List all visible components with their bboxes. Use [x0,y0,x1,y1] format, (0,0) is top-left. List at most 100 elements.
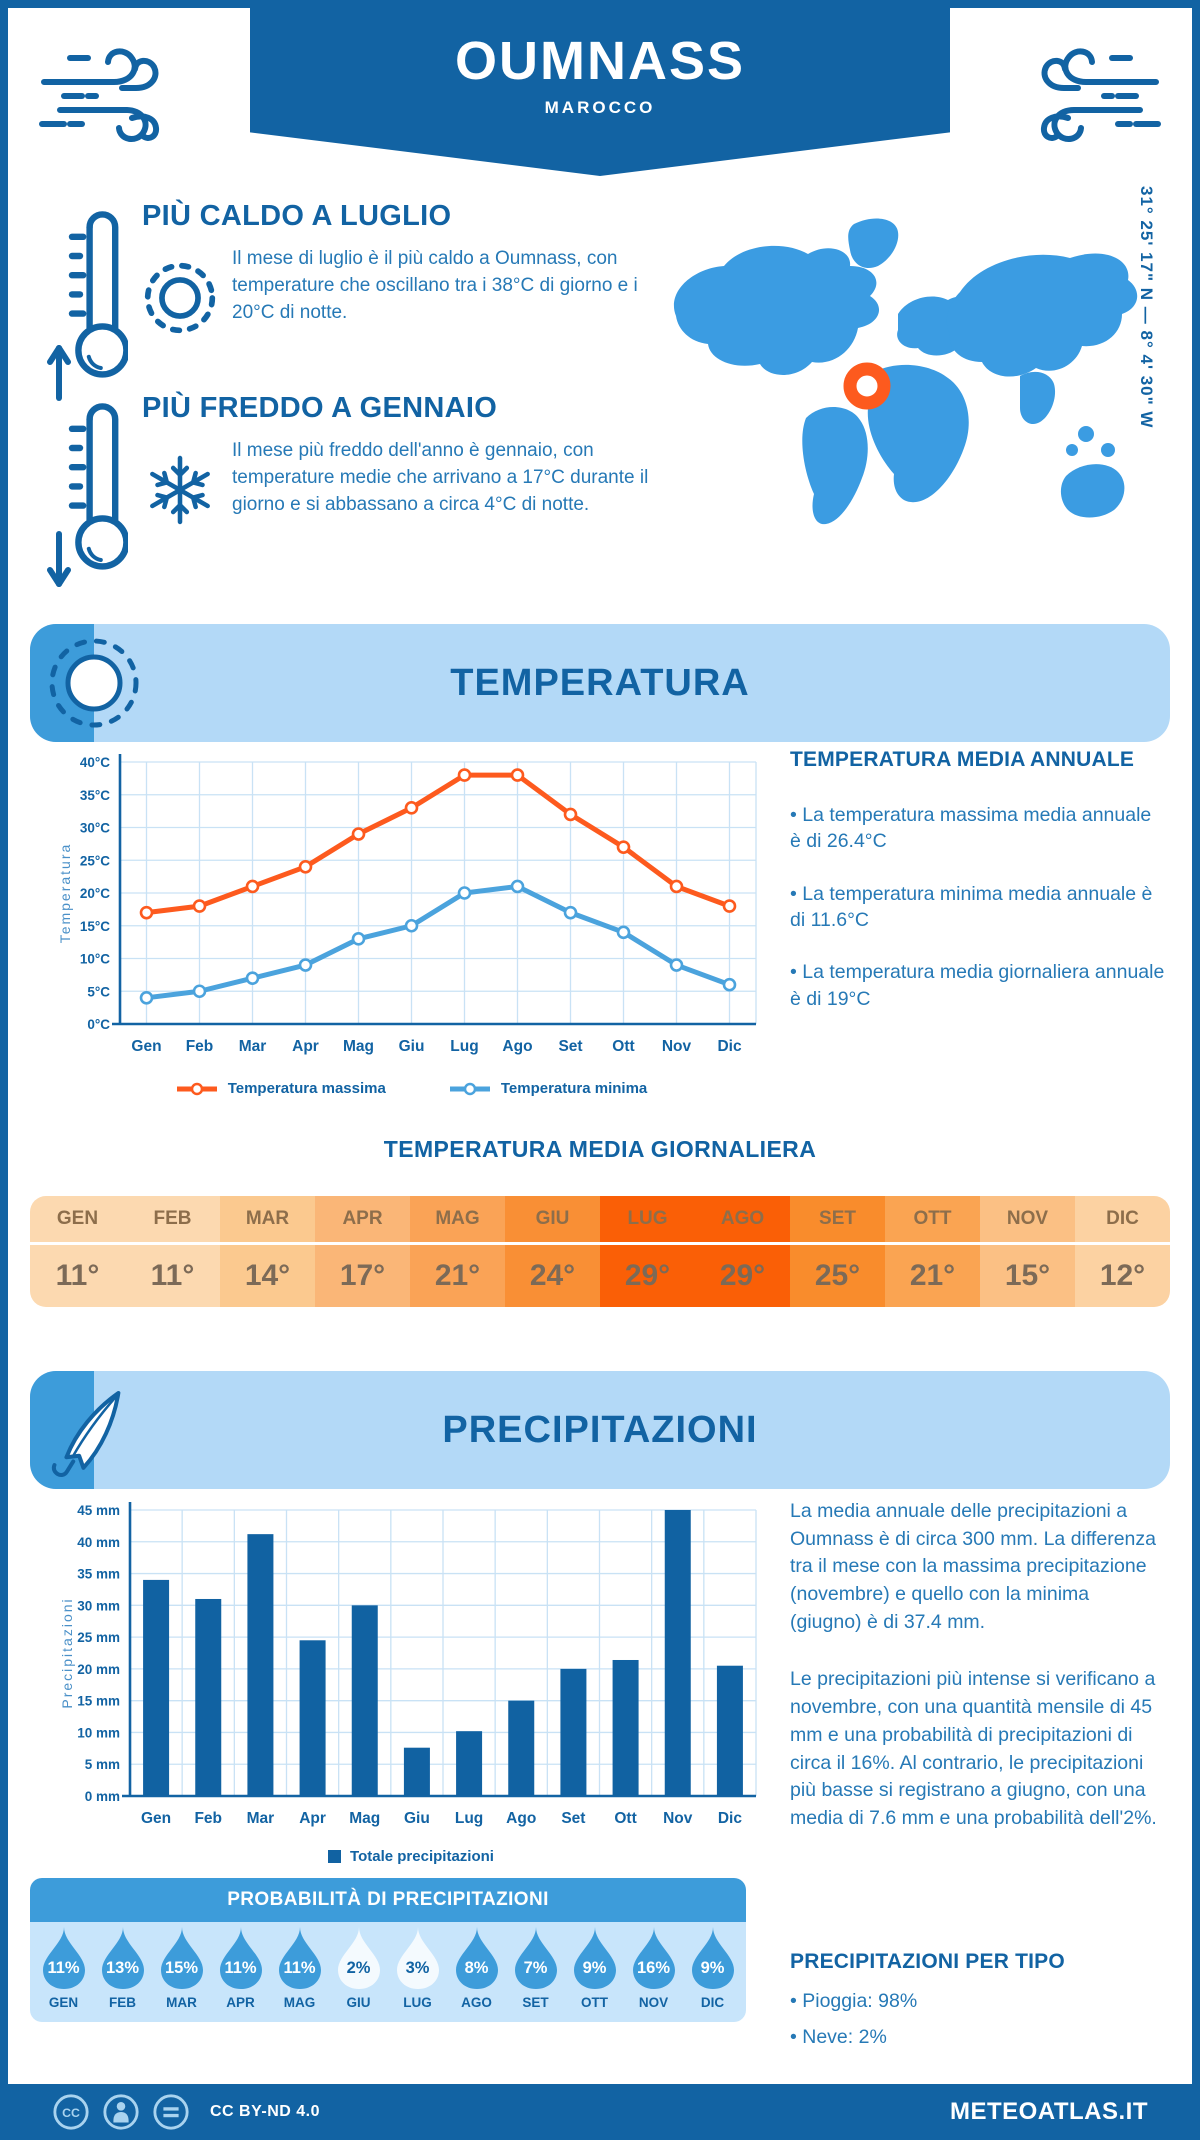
drop-percent: 9% [582,1959,607,1977]
month-value-cell: 21° [410,1245,505,1307]
drop-percent: 13% [105,1959,140,1977]
bar-Ott [612,1659,639,1796]
cold-title: PIÙ FREDDO A GENNAIO [142,392,498,424]
legend-min-label: Temperatura minima [500,1080,648,1097]
probability-drop: 15% MAR [152,1926,211,2010]
droplet-icon [514,1927,557,1989]
svg-text:Nov: Nov [663,1810,693,1827]
temperature-legend: Temperatura massima Temperatura minima [56,1080,766,1097]
thermometer-hot-icon [46,208,132,404]
svg-text:CC: CC [62,2106,80,2120]
svg-text:Ott: Ott [614,1810,636,1827]
legend-total-label: Totale precipitazioni [350,1848,494,1865]
svg-text:Set: Set [558,1038,582,1055]
cc-icon: CC [53,2094,89,2130]
month-value-cell: 29° [600,1245,695,1307]
annual-bullets: • La temperatura massima media annuale è… [790,802,1166,1012]
drop-month-label: DIC [700,1995,725,2010]
month-value-cell: 17° [315,1245,410,1307]
month-value-cell: 21° [885,1245,980,1307]
month-value-cell: 29° [695,1245,790,1307]
bar-Dic [716,1665,743,1796]
month-value-row: 11° 11° 14° 17° 21° 24° 29° 29° 25° 21° 15° 12° [30,1245,1170,1307]
month-header-cell: FEB [125,1196,220,1242]
footer: CC CC BY-ND 4.0 METEOATLAS.IT [8,2084,1192,2140]
svg-text:Mag: Mag [349,1810,380,1827]
svg-text:5°C: 5°C [87,984,110,999]
bar-Feb [195,1598,222,1796]
svg-text:20°C: 20°C [80,886,110,901]
probability-drop: 16% NOV [624,1926,683,2010]
svg-text:Gen: Gen [131,1038,161,1055]
svg-text:Nov: Nov [662,1038,692,1055]
month-header-cell: MAG [410,1196,505,1242]
hot-title: PIÙ CALDO A LUGLIO [142,200,452,232]
svg-text:Dic: Dic [717,1038,742,1055]
svg-text:Gen: Gen [141,1810,171,1827]
bar-Giu [403,1747,430,1796]
table-divider [30,1242,1170,1245]
temperature-section-title: TEMPERATURA [450,661,750,704]
bar-Nov [664,1510,691,1796]
droplet-icon [691,1927,734,1989]
svg-text:Mag: Mag [343,1038,374,1055]
probability-drops: 11% GEN 13% FEB 15% MAR 11% APR 11% MAG 2% GIU 3% LUG… [30,1922,746,2022]
drop-percent: 9% [700,1959,725,1977]
coordinates-label: 31° 25' 17" N — 8° 4' 30" W [1137,186,1156,429]
license-group: CC CC BY-ND 4.0 [52,2093,320,2131]
svg-text:Ott: Ott [612,1038,634,1055]
bar-Ago [508,1700,535,1796]
page-title: OUMNASS [454,31,745,91]
drop-percent: 8% [464,1959,489,1977]
hot-month-highlight: PIÙ CALDO A LUGLIO Il mese di luglio è i… [46,200,662,401]
temperature-section-banner: TEMPERATURA [30,624,1170,742]
umbrella-banner-icon [51,1390,121,1477]
drop-month-label: OTT [581,1995,608,2010]
month-header-cell: NOV [980,1196,1075,1242]
probability-drop: 11% GEN [34,1926,93,2010]
drop-month-label: GIU [346,1995,371,2010]
legend-item-max: Temperatura massima [175,1080,386,1097]
svg-text:Mar: Mar [239,1038,267,1055]
month-value-cell: 11° [30,1245,125,1307]
svg-text:35 mm: 35 mm [77,1567,120,1582]
precipitation-paragraph: Le precipitazioni più intense si verific… [790,1668,1157,1829]
svg-text:45 mm: 45 mm [77,1503,120,1518]
svg-text:30°C: 30°C [80,821,110,836]
svg-text:Precipitazioni: Precipitazioni [59,1597,75,1708]
precipitation-section-title: PRECIPITAZIONI [442,1408,758,1451]
svg-text:Set: Set [561,1810,585,1827]
svg-text:40°C: 40°C [80,755,110,770]
droplet-icon [455,1927,498,1989]
svg-text:25°C: 25°C [80,853,110,868]
svg-text:Lug: Lug [450,1038,478,1055]
temperature-chart: 0°C 5°C 10°C 15°C 20°C 25°C 30°C 35°C 40°C Gen Feb… [56,746,766,1076]
svg-text:10°C: 10°C [80,952,110,967]
drop-percent: 11% [47,1959,80,1977]
precipitation-legend: Totale precipitazioni [56,1848,766,1865]
svg-text:Apr: Apr [299,1810,326,1827]
drop-month-label: FEB [109,1995,136,2010]
page-subtitle: MAROCCO [544,98,656,117]
world-map [673,218,1138,525]
legend-max-label: Temperatura massima [227,1080,386,1097]
per-tipo-bullet: • Pioggia: 98% [790,1990,918,2012]
month-value-cell: 15° [980,1245,1075,1307]
svg-text:20 mm: 20 mm [77,1662,120,1677]
svg-text:25 mm: 25 mm [77,1630,120,1645]
month-header-cell: MAR [220,1196,315,1242]
drop-month-label: AGO [461,1995,492,2010]
daily-temperature-heading: TEMPERATURA MEDIA GIORNALIERA [383,1136,817,1162]
attribution-icon [103,2094,139,2130]
probability-drop: 7% SET [506,1926,565,2010]
svg-text:Feb: Feb [186,1038,214,1055]
drop-month-label: APR [226,1995,255,2010]
legend-total-swatch [328,1850,342,1863]
droplet-icon [219,1927,262,1989]
droplet-icon [278,1927,321,1989]
legend-item-min: Temperatura minima [448,1080,647,1097]
probability-drop: 9% DIC [683,1926,742,2010]
probability-drop: 13% FEB [93,1926,152,2010]
legend-max-marker [176,1082,217,1095]
precipitation-chart-svg: 0 mm 5 mm 10 mm 15 mm 20 mm 25 mm 30 mm 35 mm 40… [59,1502,757,1827]
